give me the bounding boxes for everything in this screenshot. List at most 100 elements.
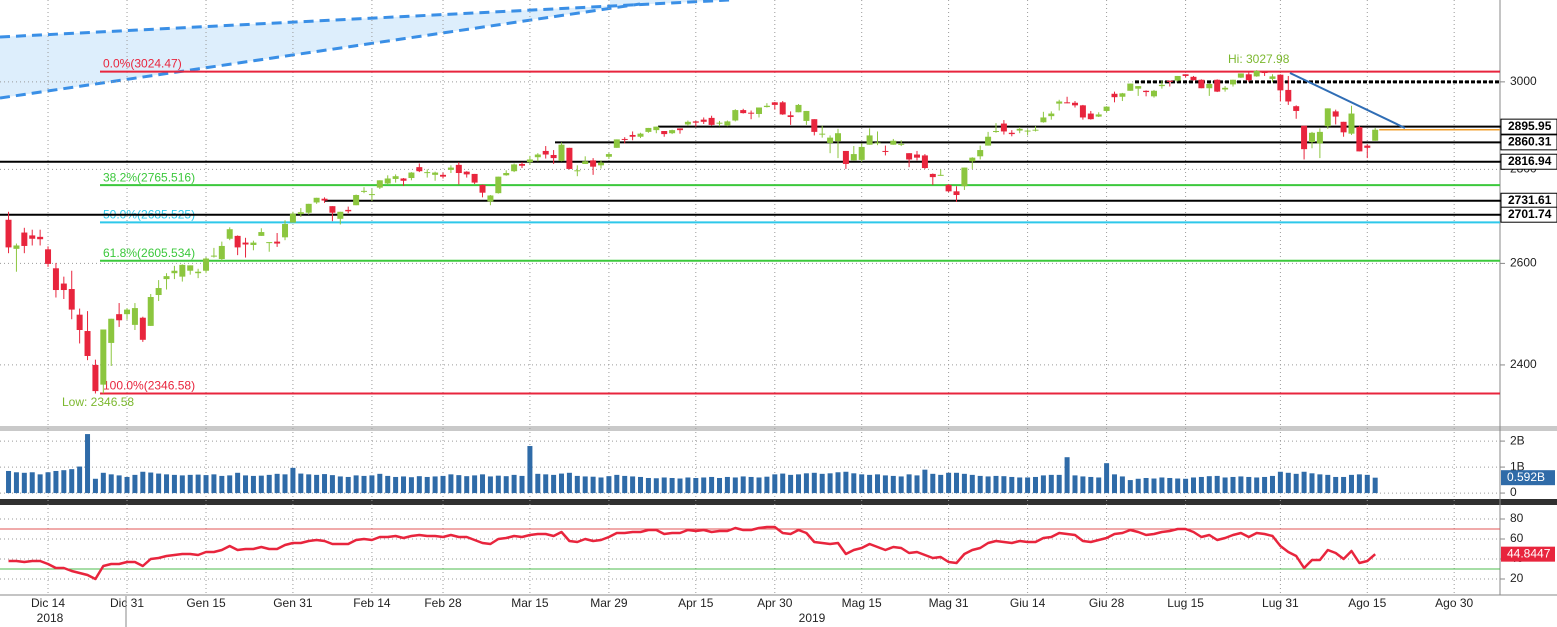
candle-body — [1008, 132, 1015, 135]
volume-bar — [1325, 474, 1331, 494]
candle-body — [1340, 121, 1347, 133]
candle-body — [629, 134, 636, 137]
volume-bar — [314, 474, 320, 494]
volume-bar — [614, 474, 620, 494]
x-tick-label: Gen 15 — [186, 596, 226, 610]
candle-body — [226, 229, 233, 239]
volume-bar — [77, 466, 83, 494]
volume-bar — [298, 473, 304, 494]
volume-bar — [1048, 474, 1054, 494]
volume-bar — [1269, 475, 1275, 494]
volume-bar — [1254, 477, 1260, 494]
volume-bar — [369, 475, 375, 494]
volume-bar — [1159, 477, 1165, 494]
candle-body — [139, 317, 146, 340]
volume-bar — [464, 476, 470, 494]
candle-body — [1103, 106, 1110, 111]
candle-body — [250, 242, 257, 245]
volume-bar — [322, 474, 328, 494]
volume-bar — [92, 478, 98, 494]
y-tick-label: 2B — [1510, 433, 1525, 447]
candle-body — [969, 157, 976, 162]
candle-body — [669, 130, 676, 134]
volume-bar — [401, 476, 407, 494]
candle-body — [716, 122, 723, 124]
volume-bar — [843, 471, 849, 494]
candle-body — [914, 154, 921, 158]
volume-bar — [819, 473, 825, 494]
y-tick-label: 0 — [1510, 485, 1517, 499]
candle-body — [605, 154, 612, 157]
candle-body — [1372, 129, 1379, 141]
candle-body — [779, 102, 786, 115]
candle-body — [542, 150, 549, 155]
candle-body — [68, 289, 75, 310]
candle-body — [692, 121, 699, 123]
volume-bar — [732, 477, 738, 494]
candle-body — [1119, 93, 1126, 97]
x-tick-label: Apr 15 — [678, 596, 714, 610]
candle-body — [321, 198, 328, 201]
volume-bar — [867, 474, 873, 494]
candle-body — [305, 203, 312, 213]
volume-bar — [329, 475, 335, 494]
panel-separator — [0, 426, 1557, 431]
volume-bar — [1317, 474, 1323, 494]
candle-body — [1356, 127, 1363, 152]
channel-line — [0, 2, 641, 100]
volume-bar — [108, 474, 114, 494]
hi-label: Hi: 3027.98 — [1228, 52, 1290, 66]
candle-body — [803, 110, 810, 121]
x-tick-label: Dic 14 — [31, 596, 65, 610]
volume-bar — [638, 476, 644, 494]
candle-body — [1332, 111, 1339, 117]
volume-bar — [914, 475, 920, 494]
volume-bar — [717, 477, 723, 494]
candle-body — [1000, 123, 1007, 132]
channel-line — [0, 0, 731, 39]
volume-bar — [53, 470, 59, 494]
volume-bar — [566, 472, 572, 494]
volume-bar — [1056, 474, 1062, 494]
candle-body — [92, 364, 99, 392]
volume-bar — [1222, 477, 1228, 494]
candle-body — [1261, 71, 1268, 74]
candle-body — [526, 159, 533, 163]
volume-bar — [495, 475, 501, 494]
candle-body — [1143, 90, 1150, 93]
volume-bar — [574, 475, 580, 494]
candle-body — [842, 150, 849, 164]
candle-body — [1071, 102, 1078, 106]
candle-body — [218, 245, 225, 260]
candle-body — [1301, 125, 1308, 150]
volume-bar — [13, 472, 19, 494]
x-tick-label: Mag 31 — [929, 596, 969, 610]
candle-body — [1056, 101, 1063, 104]
candle-body — [661, 131, 668, 135]
volume-bar — [472, 475, 478, 494]
candle-body — [708, 117, 715, 125]
candle-body — [858, 146, 865, 160]
candle-body — [29, 235, 36, 239]
volume-bar — [1017, 477, 1023, 494]
candle-body — [131, 308, 138, 325]
price-box — [1500, 153, 1557, 170]
volume-bar — [1333, 476, 1339, 494]
candle-body — [1269, 76, 1276, 79]
candle-body — [289, 213, 296, 223]
candle-body — [313, 197, 320, 203]
x-tick-label: Lug 31 — [1262, 596, 1299, 610]
volume-bar — [653, 478, 659, 494]
volume-bar — [1230, 476, 1236, 494]
candle-body — [582, 161, 589, 164]
volume-bar — [1246, 476, 1252, 494]
candle-body — [179, 264, 186, 277]
price-box-label: 2816.94 — [1508, 154, 1552, 168]
candle-body — [463, 171, 470, 175]
volume-bar — [195, 474, 201, 494]
volume-bar — [1293, 473, 1299, 494]
candle-body — [519, 163, 526, 166]
